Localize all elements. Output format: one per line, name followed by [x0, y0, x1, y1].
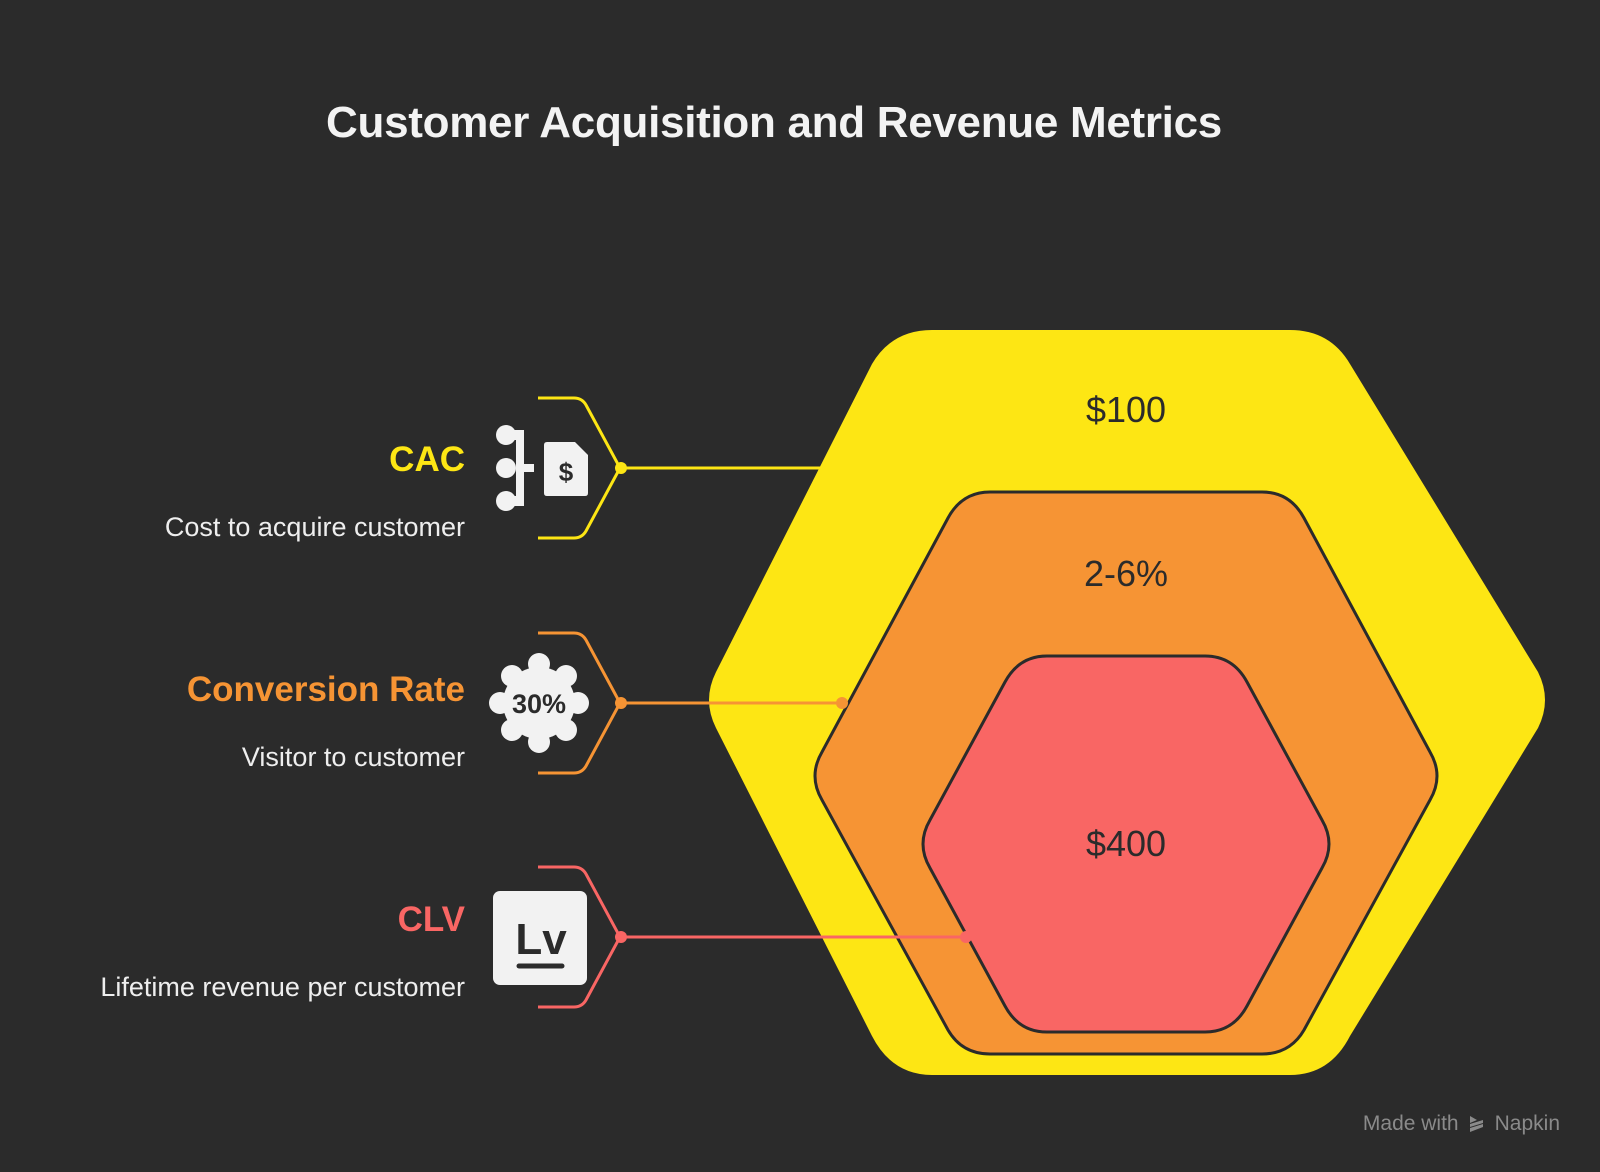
conversion-rate-description: Visitor to customer — [241, 742, 465, 772]
svg-text:Lv: Lv — [515, 915, 567, 964]
cac-label: CAC — [389, 440, 465, 479]
napkin-logo-icon — [1469, 1116, 1483, 1132]
funding-dollar-doc-icon: $ — [496, 425, 588, 511]
svg-text:$: $ — [559, 457, 574, 487]
hexagon-inner-clv — [921, 654, 1331, 1034]
cac-description: Cost to acquire customer — [164, 512, 465, 542]
clv-description: Lifetime revenue per customer — [100, 972, 465, 1002]
svg-text:30%: 30% — [512, 689, 566, 719]
napkin-brand-text: Napkin — [1494, 1112, 1560, 1135]
clv-label: CLV — [397, 900, 465, 939]
cac-value: $100 — [1086, 389, 1166, 430]
percent-badge-icon: 30% — [489, 653, 589, 753]
conversion-rate-label: Conversion Rate — [186, 670, 465, 709]
napkin-attribution[interactable]: Made with Napkin — [1363, 1112, 1560, 1136]
made-with-text: Made with — [1362, 1112, 1459, 1135]
lv-box-icon: Lv — [493, 891, 587, 985]
conversion-rate-value: 2-6% — [1084, 553, 1168, 594]
page-title: Customer Acquisition and Revenue Metrics — [326, 98, 1222, 147]
clv-value: $400 — [1086, 823, 1166, 864]
